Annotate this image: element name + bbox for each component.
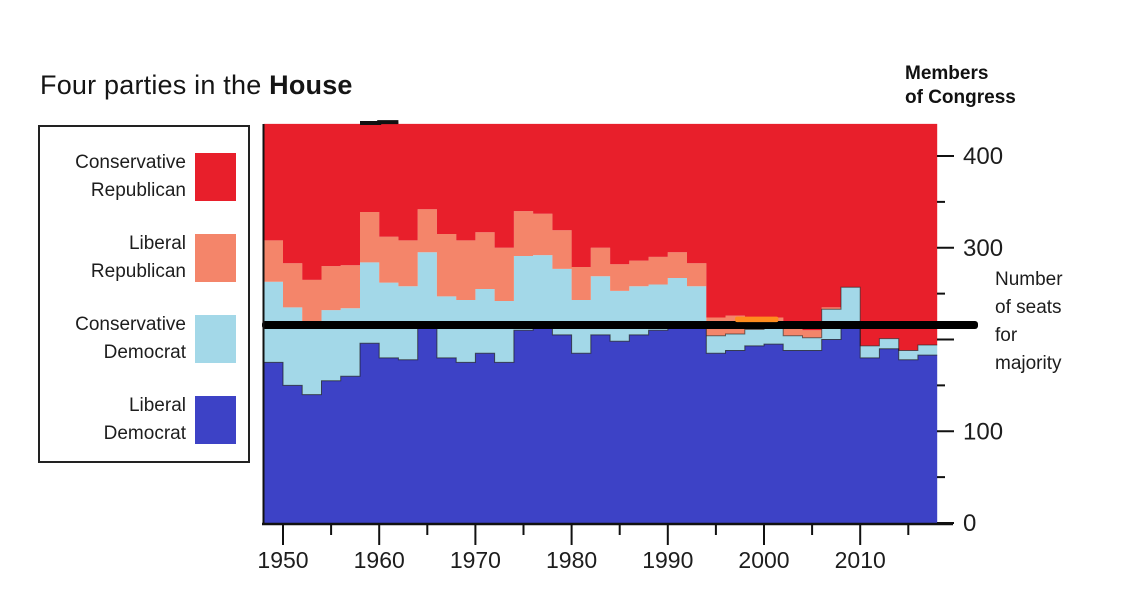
legend-label: Liberal Democrat: [103, 395, 186, 444]
legend-item-liberal-democrat: Liberal Democrat: [38, 392, 236, 448]
orange-marker: [735, 316, 779, 323]
majority-line: [262, 321, 978, 329]
legend-swatch-conservative-republican: [195, 153, 236, 201]
x-axis-tick-label: 1990: [642, 547, 693, 573]
libdem-top-edge: [263, 323, 938, 396]
legend-swatch-liberal-republican: [195, 234, 236, 282]
legend-item-conservative-republican: Conservative Republican: [38, 149, 236, 205]
x-axis-tick-label: 2000: [738, 547, 789, 573]
legend-label: Conservative Republican: [75, 152, 186, 201]
chart-title-prefix: Four parties in the: [40, 70, 270, 100]
y-axis-tick-label: 100: [963, 418, 1003, 445]
legend-swatch-conservative-democrat: [195, 315, 236, 363]
legend-item-conservative-democrat: Conservative Democrat: [38, 311, 236, 367]
x-axis-tick-label: 2010: [835, 547, 886, 573]
area-lr: [263, 209, 938, 351]
legend-label: Liberal Republican: [90, 233, 186, 282]
y-axis-title: Members of Congress: [905, 63, 1016, 108]
x-axis-tick-label: 1960: [354, 547, 405, 573]
area-ld: [263, 323, 938, 523]
y-axis-tick-label: 400: [963, 143, 1003, 170]
y-axis-tick-label: 0: [963, 510, 976, 537]
x-axis-tick-label: 1970: [450, 547, 501, 573]
legend: Conservative Republican Liberal Republic…: [38, 125, 250, 463]
chart-title: Four parties in the House: [40, 70, 353, 101]
area-cr: [263, 122, 938, 351]
x-axis-tick-label: 1950: [257, 547, 308, 573]
legend-swatch-liberal-democrat: [195, 396, 236, 444]
house-size-bump-outline: [360, 120, 399, 125]
legend-item-liberal-republican: Liberal Republican: [38, 230, 236, 286]
y-axis-tick-label: 300: [963, 235, 1003, 262]
legend-label: Conservative Democrat: [75, 314, 186, 363]
majority-line-annotation: Number of seats for majority: [995, 269, 1063, 374]
x-axis-tick-label: 1980: [546, 547, 597, 573]
chart-title-bold: House: [269, 70, 353, 100]
